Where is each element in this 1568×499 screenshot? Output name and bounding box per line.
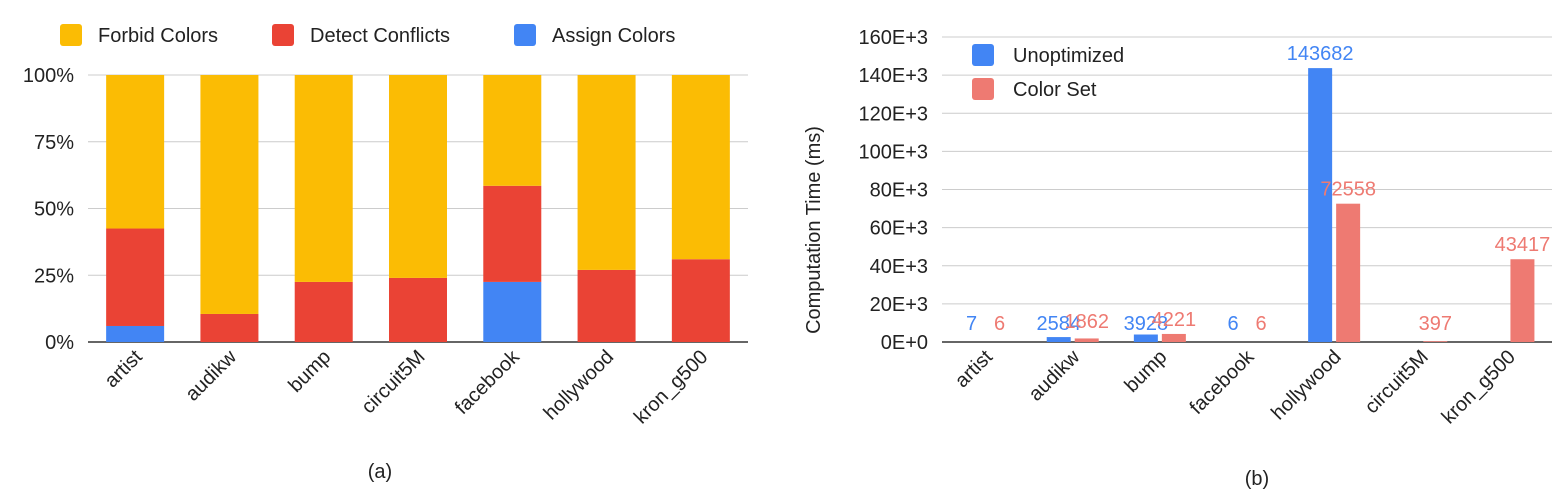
chart-a-bar-segment (577, 269, 636, 342)
chart-b-bar (1336, 203, 1361, 342)
chart-b-data-label: 2584 (1036, 313, 1081, 335)
chart-a-x-tick-label: circuit5M (357, 346, 429, 418)
chart-a-x-tick-label: facebook (451, 345, 525, 419)
chart-a-y-tick-label: 25% (34, 265, 74, 287)
chart-b-bar (1161, 333, 1186, 342)
chart-a-bar-segment (483, 185, 542, 282)
chart-b: 0E+0 20E+3 40E+3 60E+3 80E+3 100E+3 120E+3 140E… (803, 27, 1552, 490)
chart-b-data-label: 4221 (1152, 309, 1197, 331)
chart-b-y-tick-label: 0E+0 (881, 332, 928, 354)
chart-b-bar (1308, 68, 1333, 342)
chart-a-legend-swatch (514, 24, 536, 46)
chart-a-x-tick-label: hollywood (540, 346, 618, 424)
chart-a-y-tick-label: 75% (34, 132, 74, 154)
chart-b-x-tick-label: artist (951, 346, 998, 393)
chart-b-data-label: 6 (994, 313, 1005, 335)
chart-a-legend-label: Forbid Colors (98, 25, 218, 47)
chart-b-data-label: 1862 (1064, 311, 1109, 333)
chart-a-legend-label: Detect Conflicts (310, 25, 450, 47)
chart-b-bar (1133, 334, 1158, 342)
chart-a-bar-segment (106, 75, 165, 229)
chart-b-legend-swatch (972, 44, 994, 66)
chart-a-bars (106, 75, 730, 342)
chart-a-bar-segment (483, 281, 542, 342)
chart-a-bar-segment (671, 75, 730, 260)
chart-b-y-tick-label: 20E+3 (870, 294, 928, 316)
chart-b-y-tick-label: 160E+3 (858, 27, 928, 49)
chart-b-bar (1046, 337, 1071, 342)
chart-b-y-tick-label: 100E+3 (858, 141, 928, 163)
chart-a-y-tick-label: 100% (23, 65, 74, 87)
chart-b-x-tick-label: audikw (1025, 346, 1085, 406)
chart-b-bars (1046, 68, 1535, 342)
chart-a-bar-segment (106, 228, 165, 326)
chart-b-y-tick-label: 140E+3 (858, 65, 928, 87)
chart-a-legend-swatch (60, 24, 82, 46)
chart-b-bar (1510, 259, 1535, 342)
chart-b-data-label: 6 (1227, 313, 1238, 335)
chart-a-y-ticks: 0% 25% 50% 75% 100% (23, 65, 74, 354)
chart-a-y-tick-label: 50% (34, 199, 74, 221)
chart-a-bar-segment (671, 259, 730, 342)
chart-b-y-tick-label: 40E+3 (870, 256, 928, 278)
chart-a-bar-segment (200, 313, 259, 342)
chart-b-x-tick-label: circuit5M (1361, 346, 1433, 418)
chart-a-y-tick-label: 0% (45, 332, 74, 354)
chart-b-y-tick-label: 60E+3 (870, 218, 928, 240)
chart-a-bar-segment (200, 75, 259, 314)
chart-a-x-tick-label: audikw (181, 346, 241, 406)
chart-a-x-ticks: artist audikw bump circuit5M facebook hollywo… (100, 345, 712, 428)
chart-a-bar-segment (577, 75, 636, 270)
chart-a-bar-segment (294, 75, 353, 282)
chart-a-bar-segment (389, 277, 447, 342)
chart-b-caption: (b) (1245, 468, 1269, 490)
chart-b-x-tick-label: facebook (1186, 345, 1260, 419)
chart-a-x-tick-label: kron_g500 (630, 346, 712, 428)
chart-b-gridlines (942, 36, 1552, 343)
chart-b-y-tick-label: 120E+3 (858, 103, 928, 125)
chart-a-bar-segment (294, 281, 353, 342)
chart-a: 0% 25% 50% 75% 100% artist audikw bump circuit5… (23, 24, 748, 483)
chart-b-data-label: 397 (1419, 313, 1452, 335)
chart-b-legend-swatch (972, 78, 994, 100)
chart-b-data-label: 143682 (1287, 43, 1354, 65)
chart-b-legend: Unoptimized Color Set (972, 44, 1124, 101)
chart-b-data-label: 43417 (1495, 234, 1551, 256)
chart-b-bar (1074, 338, 1099, 342)
chart-b-bar (1423, 341, 1448, 342)
chart-b-data-label: 3928 (1124, 313, 1169, 335)
chart-b-y-ticks: 0E+0 20E+3 40E+3 60E+3 80E+3 100E+3 120E+3 140E… (858, 27, 928, 354)
chart-a-caption: (a) (368, 461, 392, 483)
chart-b-y-axis-title: Computation Time (ms) (803, 126, 825, 334)
chart-a-x-tick-label: bump (284, 346, 335, 397)
chart-b-x-tick-label: kron_g500 (1438, 346, 1520, 428)
chart-b-legend-label: Unoptimized (1013, 45, 1124, 67)
chart-a-legend-label: Assign Colors (552, 25, 675, 47)
chart-b-x-tick-label: hollywood (1267, 346, 1345, 424)
chart-a-legend-swatch (272, 24, 294, 46)
chart-b-y-tick-label: 80E+3 (870, 180, 928, 202)
chart-b-data-label: 7 (966, 313, 977, 335)
chart-a-legend: Forbid Colors Detect Conflicts Assign Colo… (60, 24, 675, 47)
chart-b-data-label: 6 (1255, 313, 1266, 335)
chart-a-bar-segment (389, 75, 447, 278)
chart-b-legend-label: Color Set (1013, 79, 1097, 101)
chart-a-x-tick-label: artist (100, 346, 147, 393)
chart-b-x-tick-label: bump (1120, 346, 1171, 397)
chart-a-bar-segment (106, 325, 165, 342)
chart-b-x-ticks: artist audikw bump facebook hollywood circuit… (951, 345, 1520, 428)
chart-a-bar-segment (483, 75, 542, 186)
chart-b-data-label: 72558 (1320, 179, 1376, 201)
